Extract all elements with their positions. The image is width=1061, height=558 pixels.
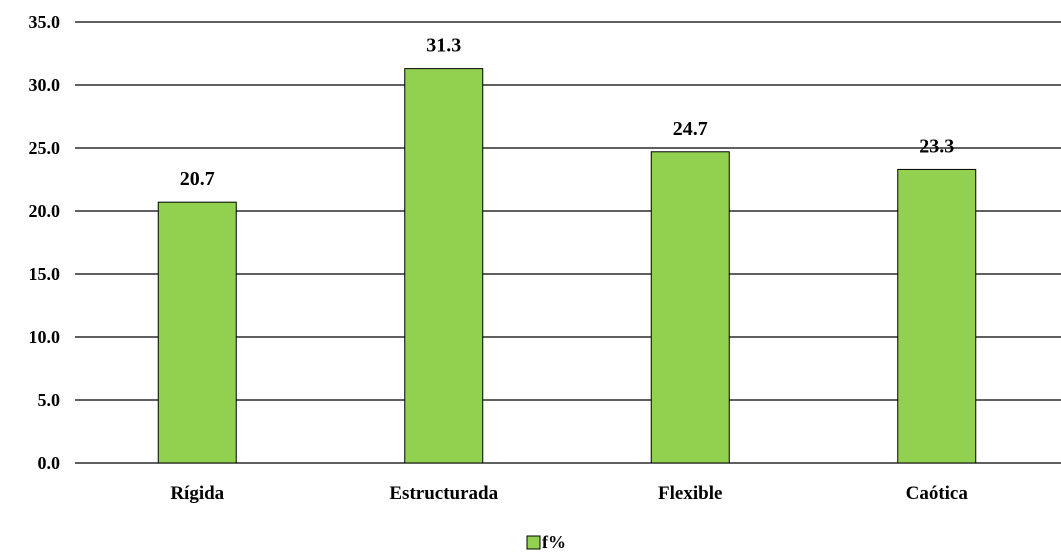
data-labels: 20.7 31.3 24.7 23.3 [180, 35, 955, 191]
y-tick-label: 5.0 [38, 390, 61, 410]
bar [404, 68, 484, 464]
bar [650, 151, 730, 464]
legend-label: f% [542, 532, 566, 552]
x-tick-label: Flexible [658, 483, 722, 504]
data-label: 31.3 [426, 35, 461, 57]
y-tick-label: 15.0 [29, 264, 61, 284]
y-tick-label: 25.0 [29, 138, 61, 158]
bars [157, 68, 977, 464]
y-tick-label: 35.0 [29, 12, 61, 32]
y-tick-label: 30.0 [29, 75, 61, 95]
legend: f% [526, 532, 566, 552]
y-tick-label: 20.0 [29, 201, 61, 221]
y-axis-ticks: 0.0 5.0 10.0 15.0 20.0 25.0 30.0 35.0 [29, 12, 61, 473]
data-label: 24.7 [673, 118, 708, 140]
x-axis-ticks: Rígida Estructurada Flexible Caótica [170, 483, 968, 504]
data-label: 20.7 [180, 168, 215, 190]
y-tick-label: 0.0 [38, 453, 61, 473]
x-tick-label: Estructurada [389, 483, 498, 504]
x-tick-label: Rígida [170, 483, 224, 504]
y-tick-label: 10.0 [29, 327, 61, 347]
bar [157, 201, 237, 464]
bar [897, 168, 977, 464]
data-label: 23.3 [919, 135, 954, 157]
legend-swatch [526, 535, 541, 550]
x-tick-label: Caótica [906, 483, 969, 504]
gridlines [75, 21, 1061, 464]
